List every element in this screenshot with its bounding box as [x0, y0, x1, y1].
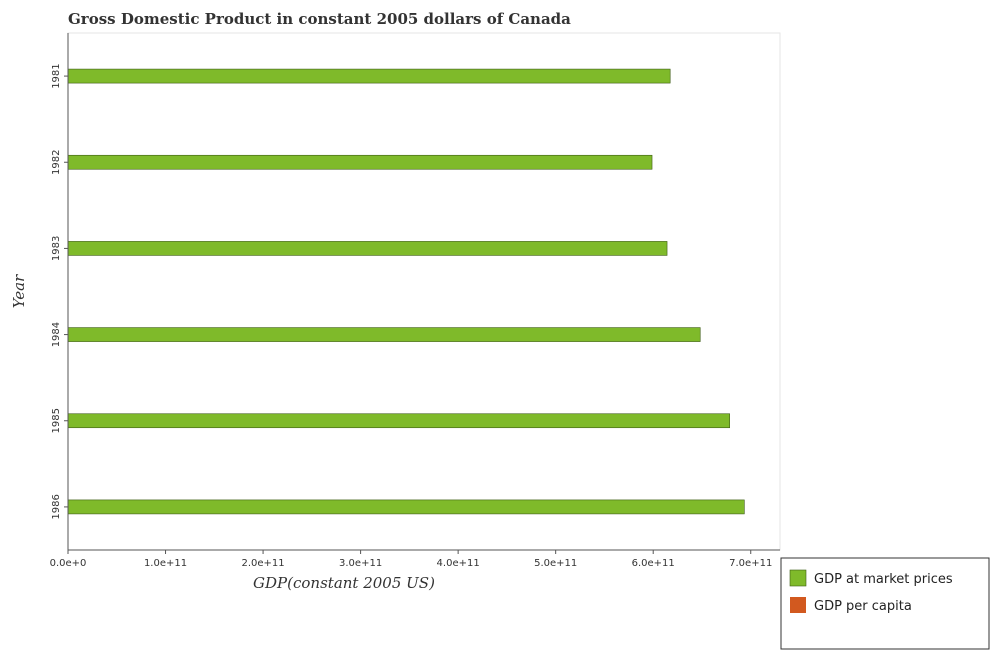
x-tick-label: 7.0e+11 — [729, 558, 772, 569]
x-tick-label: 3.0e+11 — [339, 558, 382, 569]
x-axis: 0.0e+0 1.0e+11 2.0e+11 3.0e+11 4.0e+11 5.0e+1… — [50, 549, 780, 569]
bar-gdp-market-1986 — [67, 499, 745, 515]
legend-swatch-1 — [790, 597, 806, 613]
y-tick-label-1984: 1984 — [51, 322, 62, 347]
bars-layer — [67, 68, 745, 515]
x-tick-label: 6.0e+11 — [632, 558, 675, 569]
x-tick-label: 4.0e+11 — [437, 558, 480, 569]
bar-gdp-market-1981 — [67, 68, 671, 84]
x-tick-label: 0.0e+0 — [50, 558, 87, 569]
y-tick-label-1981: 1981 — [51, 63, 62, 88]
x-tick-label: 5.0e+11 — [534, 558, 577, 569]
x-tick-label: 2.0e+11 — [241, 558, 284, 569]
y-tick-label-1985: 1985 — [51, 408, 62, 433]
plot-area — [67, 32, 781, 551]
legend-box — [780, 557, 990, 650]
bar-gdp-market-1984 — [67, 327, 701, 342]
legend-label-0: GDP at market prices — [814, 572, 953, 587]
bar-gdp-market-1982 — [67, 154, 653, 170]
y-tick-label-1983: 1983 — [51, 236, 62, 261]
chart-title: Gross Domestic Product in constant 2005 … — [68, 10, 571, 28]
x-tick-label: 1.0e+11 — [144, 558, 187, 569]
y-axis-title: Year — [10, 274, 28, 308]
legend-swatch-0 — [789, 569, 807, 587]
legend: GDP at market prices GDP per capita — [780, 557, 990, 650]
x-axis-title: GDP(constant 2005 US) — [253, 574, 435, 592]
y-tick-label-1986: 1986 — [51, 494, 62, 519]
y-axis: 1981 1982 1983 1984 1985 1986 — [51, 33, 69, 550]
bar-gdp-market-1985 — [67, 413, 730, 429]
bar-gdp-market-1983 — [67, 241, 668, 256]
legend-label-1: GDP per capita — [814, 599, 912, 614]
y-tick-label-1982: 1982 — [51, 150, 62, 175]
